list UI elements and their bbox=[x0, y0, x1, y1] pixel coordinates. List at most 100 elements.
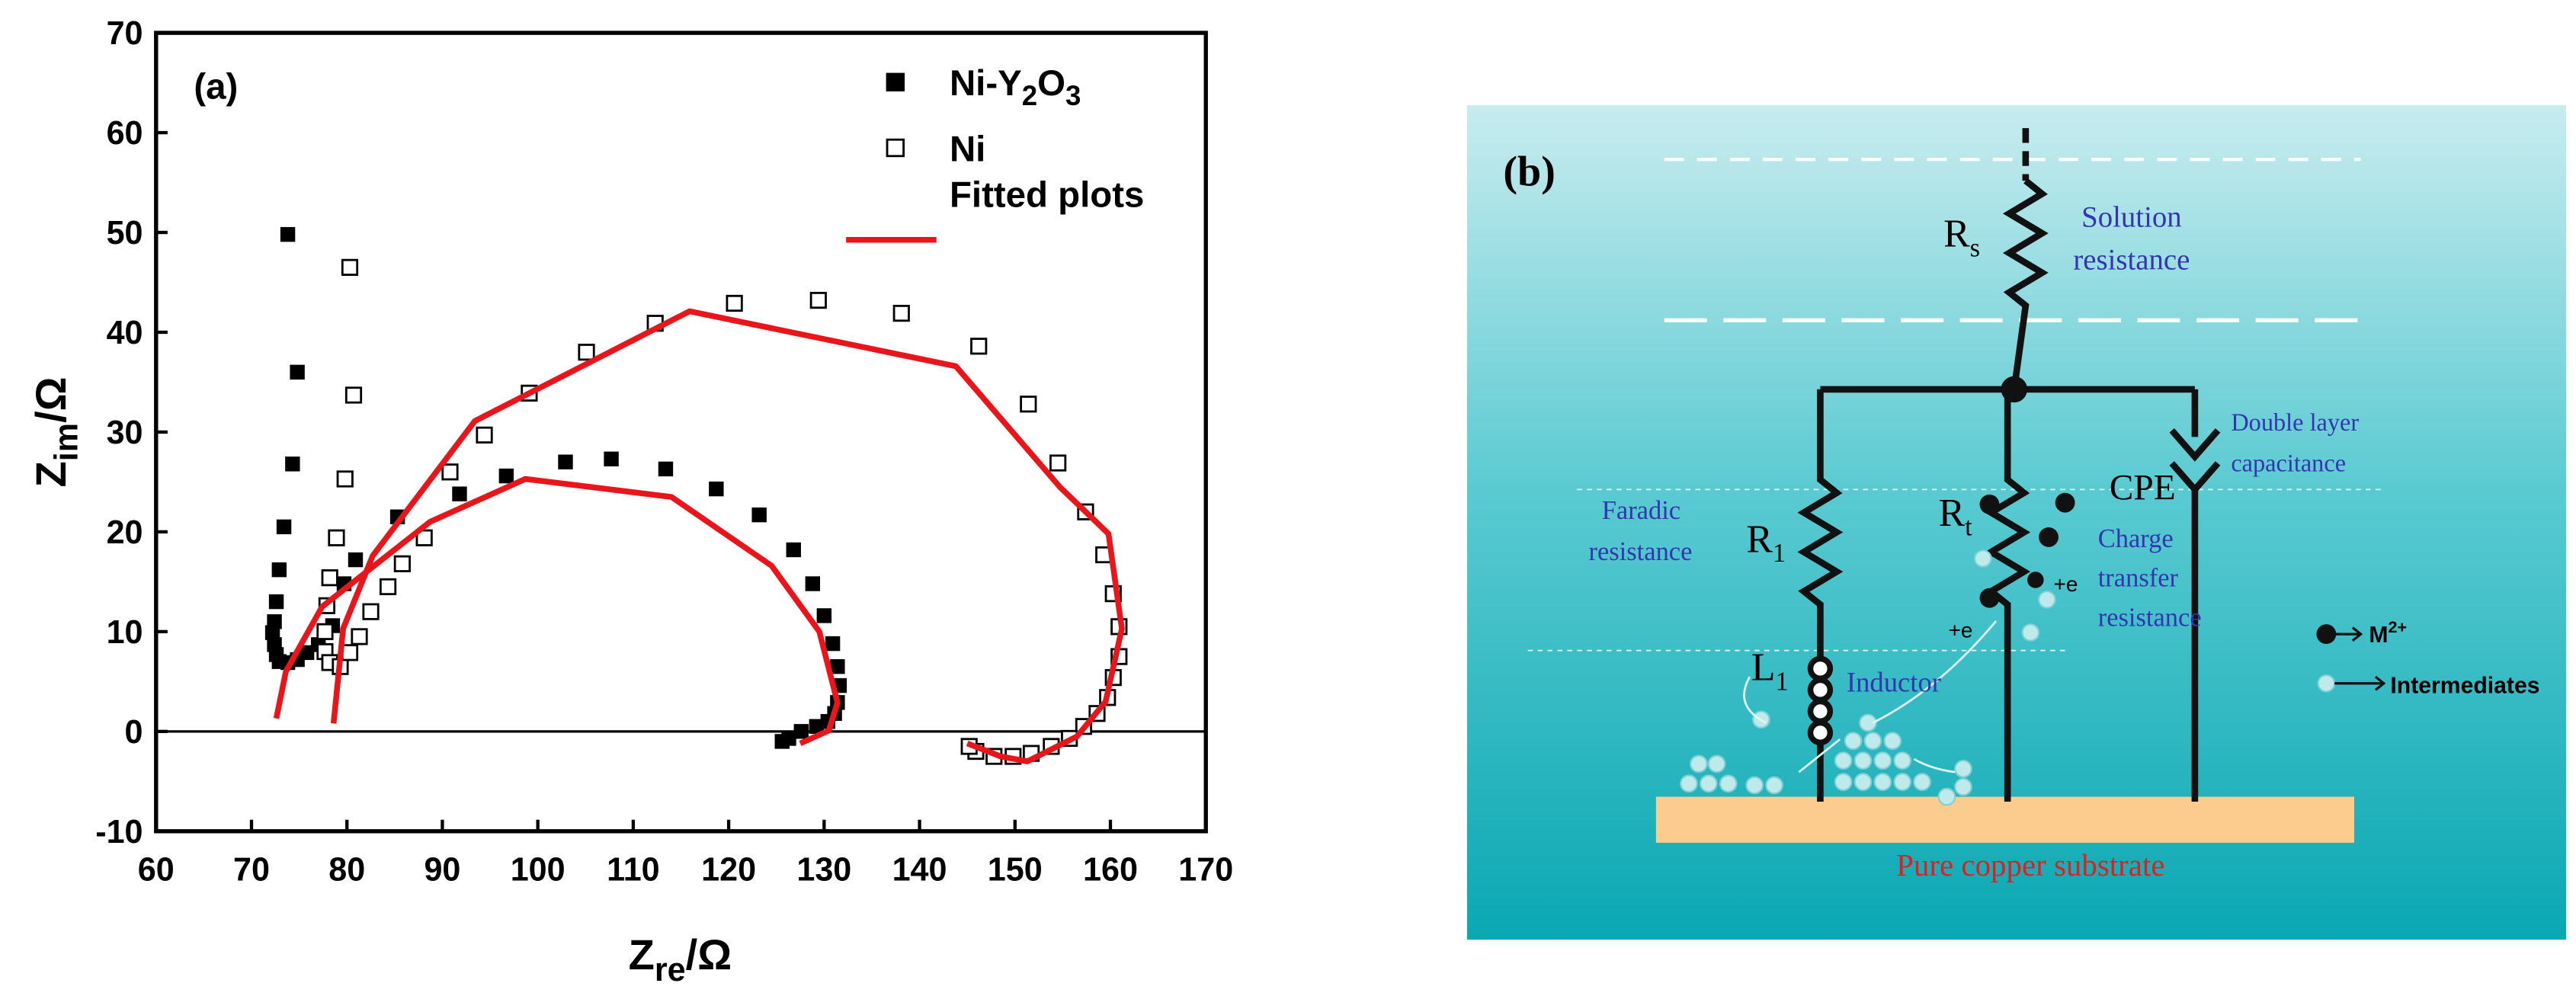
point bbox=[1049, 454, 1067, 472]
x-tick-label: 140 bbox=[892, 851, 947, 888]
legend-intermediate-marker bbox=[2317, 674, 2336, 693]
point bbox=[825, 636, 841, 652]
point bbox=[276, 519, 292, 535]
point bbox=[558, 454, 573, 469]
annotation: Charge bbox=[2098, 524, 2174, 553]
fit-line bbox=[273, 308, 1125, 764]
x-label-part: Z bbox=[629, 930, 655, 978]
chart-a: (a) Zre/Ω Zim/Ω 60 70 80 90 100 110 120 130 140 1… bbox=[27, 15, 1233, 988]
legend-label-part: O bbox=[1037, 63, 1065, 104]
y-tick-label: 50 bbox=[107, 215, 143, 251]
label-part: t bbox=[1965, 513, 1972, 542]
y-tick-label: 10 bbox=[107, 614, 143, 651]
point bbox=[285, 456, 300, 472]
point bbox=[751, 507, 767, 523]
legend-label: Ni-Y2O3 bbox=[950, 63, 1081, 111]
x-tick-label: 90 bbox=[424, 851, 460, 888]
point bbox=[970, 338, 988, 355]
point bbox=[809, 719, 825, 734]
intermediates bbox=[1680, 549, 2056, 806]
legend-ion: M2+ bbox=[2369, 617, 2407, 648]
legend-ion-marker bbox=[2316, 624, 2337, 645]
label-part: 2+ bbox=[2389, 617, 2408, 636]
ions bbox=[1979, 492, 2075, 608]
point bbox=[299, 645, 315, 661]
label-part: R bbox=[1939, 492, 1966, 535]
legend-label-part: Ni bbox=[950, 129, 985, 169]
legend-label: Ni bbox=[950, 129, 985, 169]
point bbox=[793, 724, 809, 739]
y-label-part: im bbox=[48, 423, 85, 461]
point bbox=[351, 628, 368, 645]
x-tick-label: 70 bbox=[233, 851, 270, 888]
y-tick-label: -10 bbox=[95, 814, 143, 850]
point bbox=[476, 426, 493, 444]
legend-label-part: 2 bbox=[1022, 80, 1037, 111]
x-tick-label: 120 bbox=[701, 851, 756, 888]
x-label-part: re bbox=[655, 952, 686, 988]
point bbox=[604, 451, 619, 467]
point bbox=[344, 386, 363, 404]
point bbox=[362, 603, 380, 620]
legend-intermediates: Intermediates bbox=[2390, 674, 2539, 699]
point bbox=[348, 552, 364, 568]
point bbox=[321, 569, 338, 587]
y-tick-label: 40 bbox=[107, 315, 143, 351]
point bbox=[816, 608, 832, 623]
substrate bbox=[1655, 796, 2354, 843]
legend-arrow bbox=[2351, 626, 2363, 642]
annotation: capacitance bbox=[2231, 450, 2346, 477]
x-tick-label: 80 bbox=[328, 851, 365, 888]
point bbox=[271, 562, 287, 578]
point bbox=[805, 576, 821, 591]
point bbox=[268, 594, 284, 610]
point bbox=[774, 734, 790, 749]
circuit bbox=[1797, 128, 2221, 802]
inductor-coil bbox=[1807, 655, 1834, 746]
point bbox=[415, 529, 433, 546]
label-part: 1 bbox=[1773, 539, 1786, 568]
electron: +e bbox=[1949, 618, 1973, 642]
legend-label: Fitted plots bbox=[950, 175, 1144, 216]
point bbox=[341, 258, 359, 276]
panel-label: (a) bbox=[194, 66, 238, 107]
electron: +e bbox=[2054, 572, 2078, 596]
annotation: transfer bbox=[2098, 564, 2179, 593]
y-label-part: /Ω bbox=[27, 376, 75, 423]
resistor-label: R1 bbox=[1746, 517, 1786, 568]
x-tick-label: 100 bbox=[511, 851, 566, 888]
point bbox=[336, 470, 354, 488]
point bbox=[264, 625, 280, 640]
point bbox=[379, 578, 397, 596]
x-tick-label: 130 bbox=[796, 851, 851, 888]
y-tick-label: 30 bbox=[107, 415, 143, 451]
annotation: resistance bbox=[1588, 537, 1692, 566]
arrows bbox=[1743, 620, 1998, 773]
label-part: R bbox=[1943, 212, 1970, 255]
point bbox=[441, 463, 459, 481]
inductor-label: L1 bbox=[1751, 645, 1789, 696]
legend-marker bbox=[886, 138, 905, 158]
legend-label-part: 3 bbox=[1065, 80, 1081, 111]
point bbox=[658, 461, 674, 477]
junction bbox=[2001, 376, 2028, 403]
point bbox=[1020, 396, 1037, 413]
point bbox=[280, 226, 296, 242]
substrate-label: Pure copper substrate bbox=[1896, 848, 2164, 882]
annotation: Solution bbox=[2081, 200, 2182, 233]
x-tick-label: 170 bbox=[1178, 851, 1233, 888]
y-label-part: Z bbox=[27, 461, 75, 487]
plot-frame bbox=[154, 30, 1208, 834]
x-tick-label: 160 bbox=[1083, 851, 1138, 888]
annotation: Double layer bbox=[2231, 408, 2359, 436]
annotation: resistance bbox=[2073, 244, 2190, 277]
y-axis-label: Zim/Ω bbox=[27, 376, 85, 487]
y-tick-label: 70 bbox=[107, 15, 143, 52]
point bbox=[290, 364, 305, 380]
element-label: CPE bbox=[2110, 468, 2176, 508]
annotation: Inductor bbox=[1847, 667, 1941, 698]
label-part: L bbox=[1751, 645, 1776, 689]
label-part: 1 bbox=[1775, 667, 1788, 696]
point bbox=[709, 481, 724, 497]
